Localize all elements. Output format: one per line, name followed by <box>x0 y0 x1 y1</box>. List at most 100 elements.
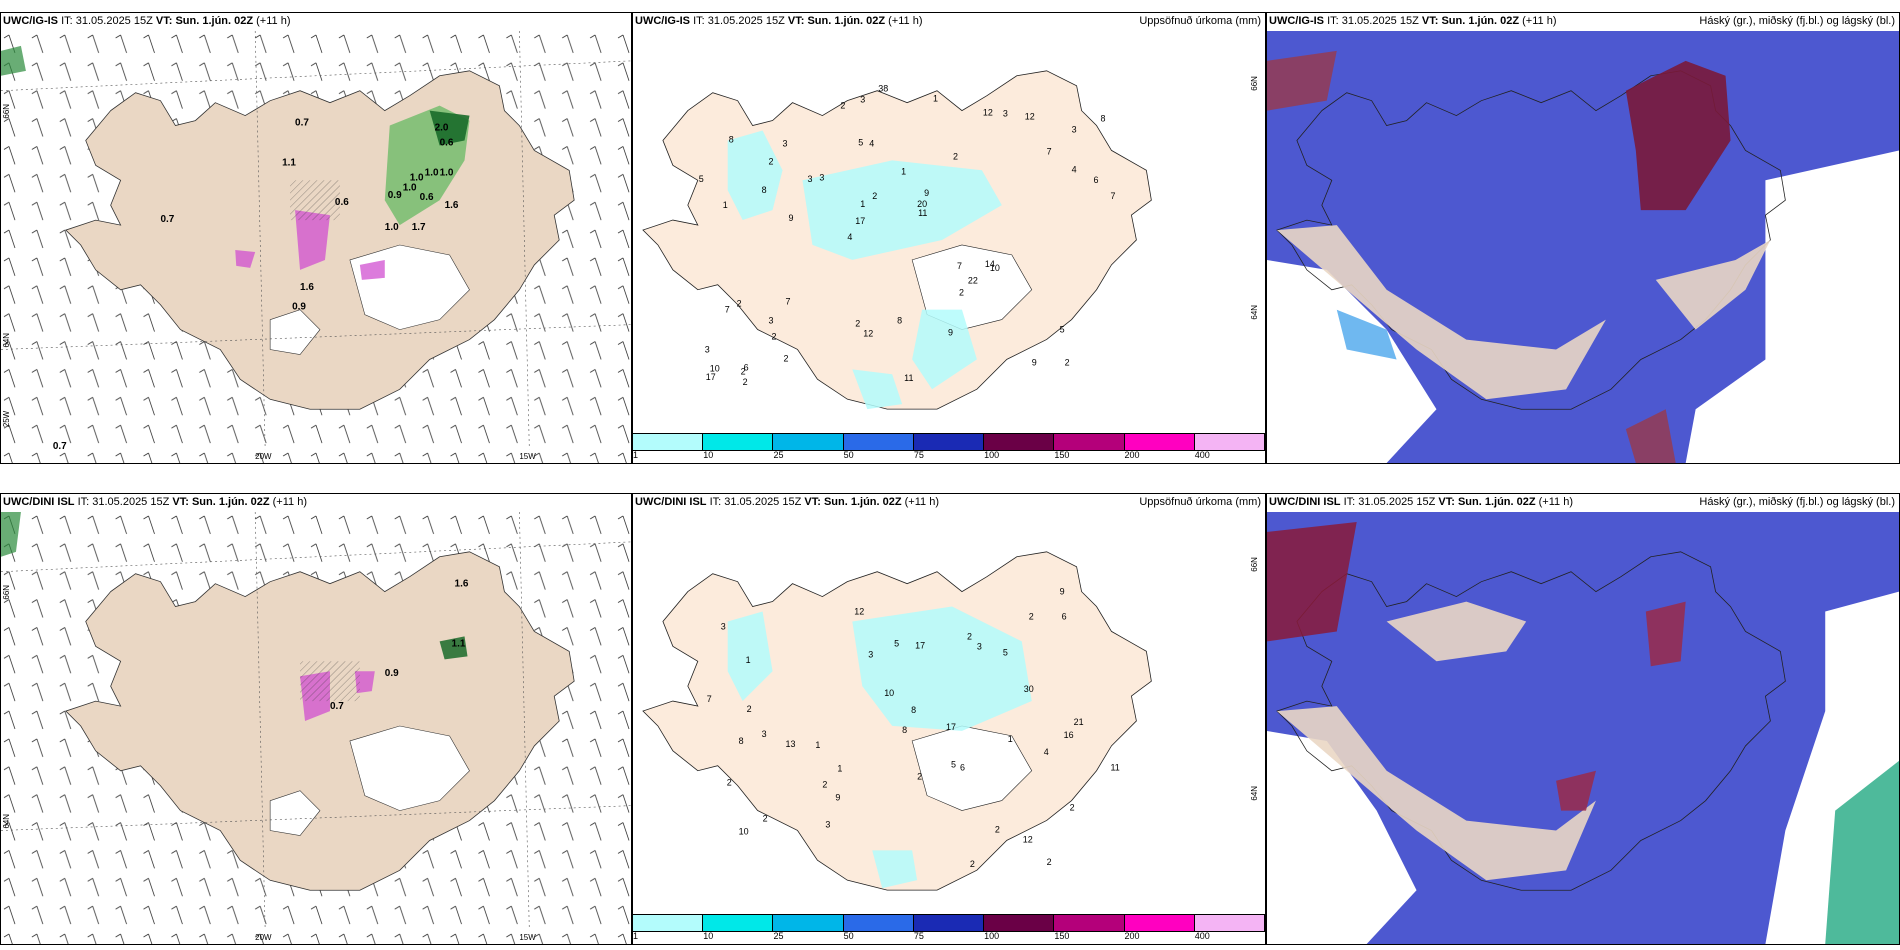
colorbar-ticks: 1 10 25 50 75 100 150 200 400 <box>633 450 1265 462</box>
wind-label: 1.1 <box>282 157 296 168</box>
precip-label: 12 <box>854 606 864 616</box>
axis-lat-label: 64N <box>2 814 11 829</box>
precip-label: 7 <box>1110 191 1115 201</box>
cloud-map[interactable] <box>1267 512 1899 944</box>
precip-map[interactable]: 2 3 5 3 2 1 2 1 5 5 3 12 9 12 17 2 1 8 7 10 9 17 30 11 21 2 13 8 10 6… <box>633 512 1265 914</box>
colorbar-swatch <box>1124 915 1195 931</box>
precip-label: 3 <box>868 649 873 659</box>
precip-label: 11 <box>918 208 927 218</box>
precip-label: 2 <box>872 191 877 201</box>
precip-label: 20 <box>917 199 927 209</box>
precip-label: 2 <box>743 377 748 387</box>
wind-label: 0.6 <box>335 197 349 208</box>
precip-map[interactable]: 2 1 3 4 2 6 5 1 2 3 3 2 4 9 10 8 3 7 7 4 17 2 1 3 12 7 9 5 14 11 3 8 2 2 6… <box>633 31 1265 433</box>
panel-title: UWC/DINI ISL IT: 31.05.2025 15Z VT: Sun.… <box>635 496 939 508</box>
wind-label: 0.9 <box>388 190 402 201</box>
precip-label: 2 <box>970 859 975 869</box>
colorbar-swatch <box>773 434 844 450</box>
panel-ig-wind: UWC/IG-IS IT: 31.05.2025 15Z VT: Sun. 1.… <box>0 12 632 464</box>
colorbar-tick: 50 <box>843 450 854 460</box>
wind-label: 1.6 <box>445 200 459 211</box>
precip-label: 4 <box>1044 747 1049 757</box>
precip-label: 12 <box>1023 834 1033 844</box>
precip-label: 12 <box>983 108 993 118</box>
panel-right-title: Uppsöfnuð úrkoma (mm) <box>1139 496 1261 508</box>
colorbar: 1 10 25 50 75 100 150 200 400 <box>633 914 1265 944</box>
colorbar-tick: 1 <box>633 931 639 941</box>
colorbar-tick: 50 <box>843 931 854 941</box>
wind-label: 1.7 <box>412 222 426 233</box>
wind-label: 0.9 <box>385 668 399 679</box>
precip-label: 7 <box>957 261 962 271</box>
precip-label: 5 <box>894 638 899 648</box>
wind-map[interactable]: 1.6 1.1 0.9 0.7 20W 15W 66N 64N <box>1 512 631 944</box>
axis-lat-label: 66N <box>1250 557 1259 572</box>
axis-lon-label: 25W <box>2 410 11 427</box>
precip-label: 1 <box>901 166 906 176</box>
precip-label: 2 <box>822 780 827 790</box>
precip-label: 2 <box>1065 357 1070 367</box>
precip-label: 8 <box>729 134 734 144</box>
axis-lon-label: 20W <box>255 933 272 942</box>
colorbar-tick: 100 <box>984 450 1000 460</box>
precip-label: 2 <box>1070 803 1075 813</box>
precip-label: 9 <box>835 793 840 803</box>
precip-label: 8 <box>902 725 907 735</box>
precip-label: 1 <box>746 655 751 665</box>
precip-label: 3 <box>762 729 767 739</box>
colorbar-swatch <box>773 915 844 931</box>
colorbar-swatch <box>843 915 914 931</box>
precip-label: 12 <box>863 328 873 338</box>
wind-label: 0.6 <box>420 192 434 203</box>
panel-ig-cloud: UWC/IG-IS IT: 31.05.2025 15Z VT: Sun. 1.… <box>1266 12 1900 464</box>
precip-label: 7 <box>786 297 791 307</box>
precip-label: 4 <box>847 232 852 242</box>
precip-label: 7 <box>1047 146 1052 156</box>
precip-label: 2 <box>1029 611 1034 621</box>
precip-label: 11 <box>904 373 913 383</box>
precip-label: 2 <box>917 772 922 782</box>
precip-label: 1 <box>815 740 820 750</box>
precip-label: 3 <box>783 138 788 148</box>
precip-label: 17 <box>946 722 956 732</box>
axis-lat-label: 64N <box>2 333 11 348</box>
panel-title: UWC/IG-IS IT: 31.05.2025 15Z VT: Sun. 1.… <box>1269 15 1557 27</box>
wind-label: 1.0 <box>410 172 424 183</box>
precip-label: 30 <box>1024 684 1034 694</box>
precip-label: 16 <box>1064 730 1074 740</box>
wind-map[interactable]: 0.7 1.1 0.6 0.7 0.6 1.0 0.9 1.0 0.6 1.0 … <box>1 31 631 463</box>
wind-label: 1.6 <box>455 579 469 590</box>
panel-title: UWC/IG-IS IT: 31.05.2025 15Z VT: Sun. 1.… <box>3 15 291 27</box>
wind-label: 1.1 <box>452 638 466 649</box>
precip-label: 9 <box>1060 587 1065 597</box>
wind-label: 1.0 <box>385 222 399 233</box>
precip-label: 6 <box>1094 175 1099 185</box>
precip-label: 3 <box>1072 125 1077 135</box>
precip-label: 7 <box>725 305 730 315</box>
colorbar-swatches <box>633 914 1265 932</box>
precip-label: 2 <box>727 778 732 788</box>
colorbar-swatch <box>1124 434 1195 450</box>
colorbar-swatch <box>984 434 1055 450</box>
panel-right-title: Uppsöfnuð úrkoma (mm) <box>1139 15 1261 27</box>
precip-label: 2 <box>747 704 752 714</box>
precip-label: 5 <box>1003 647 1008 657</box>
precip-label: 10 <box>710 363 720 373</box>
panel-right-title: Háský (gr.), miðský (fj.bl.) og lágský (… <box>1699 496 1895 508</box>
precip-label: 6 <box>1062 611 1067 621</box>
panel-dini-wind: UWC/DINI ISL IT: 31.05.2025 15Z VT: Sun.… <box>0 493 632 945</box>
precip-label: 2 <box>772 331 777 341</box>
cloud-map[interactable] <box>1267 31 1899 463</box>
colorbar-ticks: 1 10 25 50 75 100 150 200 400 <box>633 931 1265 943</box>
precip-label: 2 <box>737 299 742 309</box>
precip-label: 2 <box>967 631 972 641</box>
precip-label: 21 <box>1074 717 1084 727</box>
colorbar-tick: 10 <box>703 931 714 941</box>
wind-label: 0.7 <box>160 214 174 225</box>
precip-label: 13 <box>786 739 796 749</box>
colorbar-swatch <box>633 915 704 931</box>
precip-label: 17 <box>855 216 865 226</box>
axis-lon-label: 20W <box>255 452 272 461</box>
wind-label: 0.6 <box>440 137 454 148</box>
axis-lat-label: 66N <box>2 104 11 119</box>
